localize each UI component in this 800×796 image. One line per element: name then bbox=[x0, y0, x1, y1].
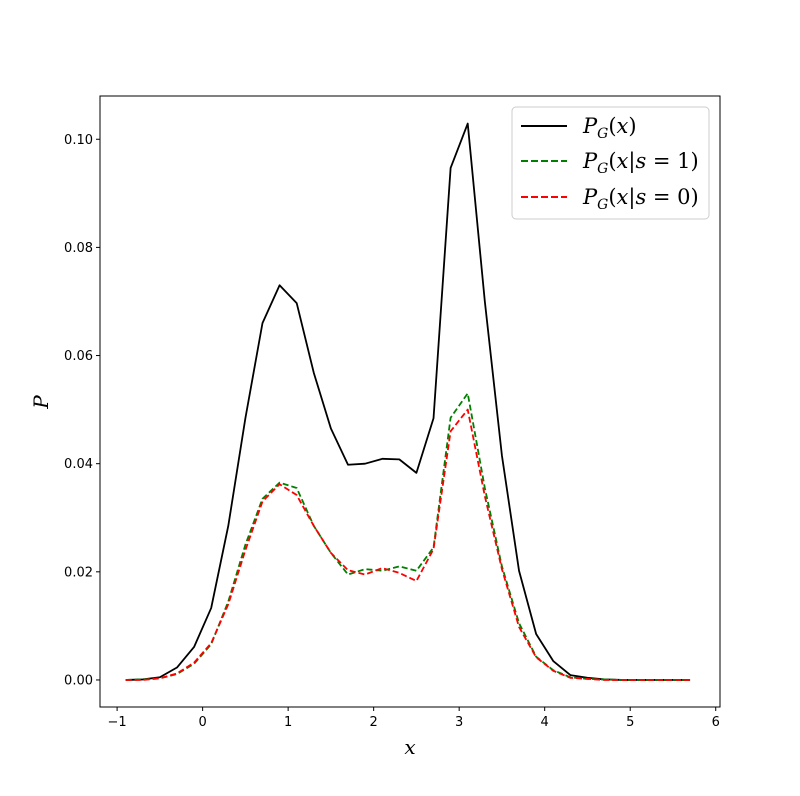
legend-box bbox=[511, 106, 710, 220]
y-tick-label: 0.04 bbox=[64, 457, 93, 472]
series-layer bbox=[125, 122, 691, 681]
legend-label-pg-s0: PG(x|s = 0) bbox=[582, 185, 699, 213]
y-tick-label: 0.06 bbox=[64, 349, 93, 364]
x-tick-label: 5 bbox=[626, 715, 634, 730]
x-tick-label: 6 bbox=[712, 715, 720, 730]
legend-label-pg-s1: PG(x|s = 1) bbox=[582, 149, 699, 177]
x-tick-label: −1 bbox=[108, 715, 127, 730]
x-tick-label: 0 bbox=[198, 715, 206, 730]
x-tick-label: 2 bbox=[370, 715, 378, 730]
x-axis-ticks: −1 0 1 2 3 4 5 6 bbox=[108, 707, 720, 730]
x-axis-label: x bbox=[404, 735, 415, 759]
y-tick-label: 0.02 bbox=[64, 565, 93, 580]
y-axis-label: P bbox=[29, 395, 53, 410]
y-tick-label: 0.00 bbox=[64, 673, 93, 688]
x-tick-label: 1 bbox=[284, 715, 292, 730]
legend-label-pg: PG(x) bbox=[582, 114, 637, 142]
legend: PG(x) PG(x|s = 1) PG(x|s = 0) bbox=[511, 106, 710, 220]
plot-frame bbox=[99, 95, 721, 708]
y-tick-label: 0.10 bbox=[64, 133, 93, 148]
x-tick-label: 3 bbox=[455, 715, 463, 730]
series-line-pg-s0 bbox=[125, 408, 691, 681]
y-axis-ticks: 0.00 0.02 0.04 0.06 0.08 0.10 bbox=[64, 133, 100, 688]
x-tick-label: 4 bbox=[541, 715, 549, 730]
y-tick-label: 0.08 bbox=[64, 241, 93, 256]
